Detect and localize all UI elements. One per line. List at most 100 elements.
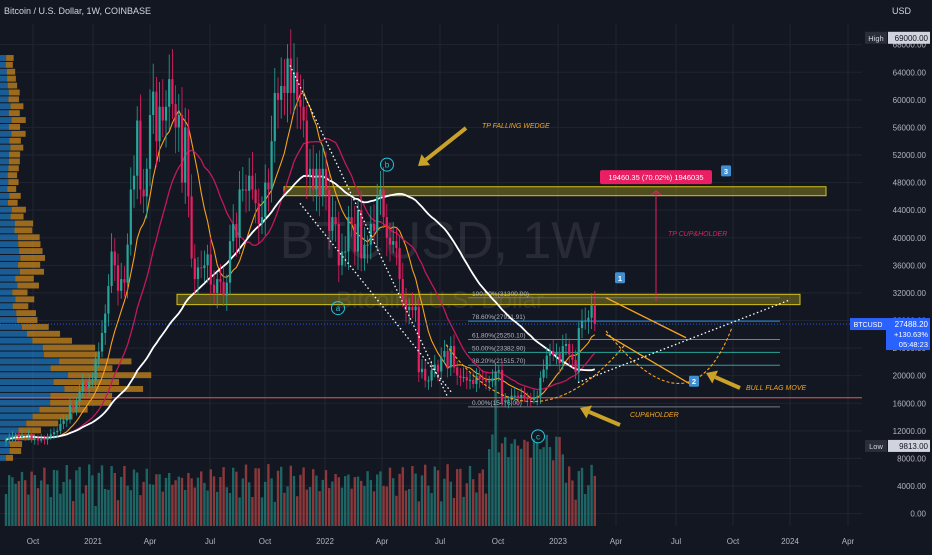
- volume-bar: [145, 468, 148, 526]
- volume-bar: [360, 480, 363, 526]
- candle-body: [91, 381, 94, 383]
- time-axis[interactable]: Oct 2021 Apr Jul Oct 2022 Apr Jul Oct 2023 Apr Jul O…: [0, 528, 862, 550]
- candle-body: [248, 175, 251, 191]
- candle-body: [568, 343, 571, 355]
- candle-body: [270, 141, 273, 190]
- volume-bar: [481, 469, 484, 526]
- profile-bar-sell: [10, 213, 24, 220]
- volume-bar: [529, 457, 532, 526]
- volume-bar: [571, 480, 574, 526]
- profile-bar-sell: [17, 282, 39, 289]
- candle-body: [296, 72, 299, 100]
- candle-body: [126, 244, 129, 283]
- volume-bar: [385, 486, 388, 526]
- candle-body: [488, 381, 491, 383]
- candle-body: [366, 244, 369, 246]
- volume-bar: [590, 464, 593, 526]
- price-tick-label: 56000.00: [893, 123, 927, 132]
- candle-body: [344, 251, 347, 253]
- candle-body: [129, 189, 132, 245]
- candle-body: [532, 397, 536, 400]
- profile-bar-buy: [0, 289, 13, 296]
- candle-body: [590, 305, 593, 318]
- volume-bar: [49, 497, 52, 526]
- volume-bar: [321, 479, 324, 526]
- high-tag: [865, 31, 887, 44]
- candle-body: [283, 86, 286, 93]
- arrow-falling-wedge: [424, 126, 468, 162]
- volume-bar: [14, 483, 17, 526]
- volume-bar: [56, 470, 59, 526]
- volume-bar: [123, 465, 126, 526]
- profile-bar-buy: [0, 248, 20, 255]
- candle-body: [504, 400, 507, 402]
- candle-body: [520, 394, 523, 398]
- volume-bar: [232, 467, 235, 526]
- candle-body: [228, 241, 232, 283]
- volume-bar: [577, 471, 580, 526]
- volume-bar: [129, 490, 132, 526]
- volume-bar: [46, 484, 49, 526]
- candle-body: [408, 306, 411, 311]
- volume-bar: [401, 467, 404, 526]
- volume-bar: [20, 471, 24, 526]
- candle-body: [328, 189, 331, 231]
- volume-bar: [11, 477, 14, 526]
- target-box: [600, 170, 712, 185]
- price-tick-label: 64000.00: [893, 68, 927, 77]
- volume-bar: [17, 481, 20, 526]
- candle-body: [436, 364, 440, 372]
- price-tick-label: 0.00: [910, 510, 926, 519]
- price-tick-label: 4000.00: [897, 482, 926, 491]
- profile-bar-sell: [9, 137, 21, 144]
- candle-body: [244, 189, 248, 191]
- target-badge: [615, 272, 625, 284]
- volume-bar: [4, 494, 8, 526]
- volume-bar: [398, 473, 401, 526]
- volume-bar: [104, 488, 107, 526]
- candle-body: [88, 381, 91, 389]
- candle-body: [513, 395, 516, 397]
- annotations: 19460.35 (70.02%) 1946035 TP FALLING WEDG…: [331, 123, 807, 444]
- profile-bar-buy: [0, 379, 54, 386]
- profile-bar-sell: [8, 89, 20, 96]
- profile-bar-buy: [0, 199, 8, 206]
- volume-bar: [174, 480, 177, 526]
- volume-bar: [484, 493, 488, 526]
- candle-body: [561, 346, 564, 364]
- candle-body: [81, 382, 84, 392]
- profile-bar-buy: [0, 365, 51, 372]
- volume-bar: [142, 481, 145, 526]
- target-badge-label: 2: [692, 377, 696, 386]
- volume-bar: [276, 470, 280, 526]
- profile-bar-buy: [0, 82, 8, 89]
- volume-bar: [312, 469, 315, 526]
- candle-body: [548, 350, 552, 356]
- volume-bar: [331, 481, 334, 526]
- volume-bar: [411, 466, 414, 526]
- volume-bar: [110, 466, 113, 526]
- volume-bar: [465, 483, 468, 526]
- volume-bar: [62, 481, 65, 526]
- candle-body: [8, 437, 11, 440]
- candle-body: [276, 92, 280, 100]
- volume-bar: [500, 443, 504, 526]
- arrow-falling-wedge-head: [418, 154, 431, 166]
- candle-body: [417, 306, 420, 373]
- candle-body: [481, 379, 484, 381]
- profile-bar-buy: [0, 310, 17, 317]
- wave-label: c: [536, 432, 540, 441]
- volume-bar: [216, 491, 219, 526]
- profile-bar-sell: [7, 82, 18, 89]
- volume-bar: [545, 434, 548, 526]
- profile-bar-sell: [9, 441, 23, 448]
- candle-body: [267, 182, 270, 190]
- price-tick-label: 8000.00: [897, 454, 926, 463]
- candle-body: [254, 189, 257, 204]
- candle-body: [529, 399, 532, 401]
- volume-bar: [72, 501, 75, 526]
- profile-bar-buy: [0, 434, 16, 441]
